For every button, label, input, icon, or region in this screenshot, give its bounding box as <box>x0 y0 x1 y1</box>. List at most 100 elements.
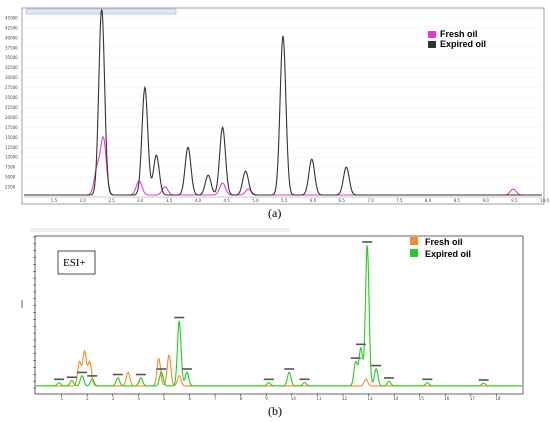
panel-a-grid <box>24 17 542 188</box>
panel-b-peak-label <box>263 378 274 381</box>
panel-a-legend-fresh-label: Fresh oil <box>440 29 478 39</box>
panel-a-y-tick-label: 17500 <box>5 125 18 130</box>
panel-b-x-tick-label: 2 <box>86 396 89 401</box>
panel-a-y-tick-label: 12500 <box>5 145 18 150</box>
panel-b-x-tick-label: 17 <box>470 396 476 401</box>
panel-b-legend: Fresh oil Expired oil <box>410 237 471 259</box>
panel-b-peak-label <box>383 377 394 379</box>
panel-a-x-tick-label: 3.5 <box>166 198 173 203</box>
panel-a-legend-expired-swatch <box>428 41 436 48</box>
panel-a-expired-oil-line <box>24 8 542 196</box>
panel-b-peak-label <box>284 368 295 370</box>
panel-b-peak-label <box>355 343 366 346</box>
panel-b-legend-expired-label: Expired oil <box>425 249 471 259</box>
panel-a-x-tick-label: 4.5 <box>223 198 230 203</box>
panel-a-plot-area <box>21 7 545 205</box>
panel-b-peak-label <box>422 378 433 381</box>
panel-a-x-tick-label: 7.5 <box>396 198 403 203</box>
panel-b-legend-fresh-label: Fresh oil <box>425 237 463 247</box>
panel-b-x-ticks: 1 2 3 4 5 6 7 8 9 10 11 12 13 14 15 16 17 18 <box>61 394 501 401</box>
panel-b-plot-area <box>34 235 524 395</box>
panel-b-peak-label <box>181 368 192 370</box>
panel-b-x-tick-label: 12 <box>342 396 348 401</box>
panel-b-x-tick-label: 13 <box>368 396 374 401</box>
panel-a-x-tick-label: 8.0 <box>425 198 432 203</box>
panel-b-peak-label <box>156 368 167 370</box>
panel-b-x-tick-label: 7 <box>214 396 217 401</box>
panel-b-x-tick-label: 18 <box>495 396 501 401</box>
panel-a-y-tick-label: 42500 <box>5 25 18 30</box>
panel-b-peak-label <box>350 357 361 359</box>
panel-a-y-tick-label: 32500 <box>5 65 18 70</box>
panel-b-x-tick-label: 6 <box>188 396 191 401</box>
panel-b-peak-label <box>54 378 65 381</box>
panel-a-y-tick-label: 20000 <box>5 115 18 120</box>
panel-b-peak-label <box>362 241 373 243</box>
panel-a-x-tick-label: 8.5 <box>454 198 461 203</box>
panel-a-y-tick-label: 35000 <box>5 55 18 60</box>
panel-b-x-tick-label: 16 <box>444 396 450 401</box>
panel-b-x-tick-label: 14 <box>393 396 399 401</box>
panel-a-y-tick-label: 40000 <box>5 35 18 40</box>
panel-a-x-tick-label: 2.5 <box>108 198 115 203</box>
panel-b-header-strip <box>30 228 290 232</box>
panel-b-x-tick-label: 3 <box>112 396 115 401</box>
panel-b-peak-label <box>66 376 77 379</box>
panel-b-caption: (b) <box>268 404 282 418</box>
panel-a-y-tick-label: 25000 <box>5 95 18 100</box>
panel-b-x-tick-label: 4 <box>137 396 140 401</box>
panel-a-y-tick-label: 37500 <box>5 45 18 50</box>
esi-badge-box <box>57 250 96 275</box>
panel-a-x-tick-label: 5.0 <box>252 198 259 203</box>
panel-b-peak-label <box>135 373 146 376</box>
panel-b-x-tick-label: 15 <box>419 396 425 401</box>
panel-a-y-ticks: 2500 5000 7500 10000 12500 15000 17500 20000 225… <box>5 15 18 189</box>
panel-b-legend-expired-swatch <box>410 249 418 257</box>
panel-a-legend-fresh-swatch <box>428 31 436 38</box>
panel-a-x-ticks: 1.5 2.0 2.5 3.0 3.5 4.0 4.5 5.0 5.5 6.0 6.5 7.0 7.5 8… <box>24 196 549 203</box>
panel-a-x-tick-label: 7.0 <box>367 198 374 203</box>
panel-b-x-tick-label: 1 <box>61 396 64 401</box>
panel-a-x-tick-label: 9.5 <box>511 198 518 203</box>
panel-b-x-tick-label: 9 <box>265 396 268 401</box>
panel-b-esi-badge: ESI+ <box>57 250 96 275</box>
panel-a-y-tick-label: 10000 <box>5 155 18 160</box>
panel-b-expired-oil-line <box>36 244 522 387</box>
panel-a-x-tick-label: 6.0 <box>310 198 317 203</box>
panel-b-peak-label <box>174 316 185 319</box>
panel-b-y-ticks <box>33 236 36 389</box>
esi-badge-text: ESI+ <box>63 257 86 269</box>
panel-b-peak-label <box>478 379 489 381</box>
panel-b-legend-fresh-swatch <box>410 237 418 245</box>
panel-b-x-tick-label: 10 <box>291 396 297 401</box>
panel-a-legend: Fresh oil Expired oil <box>428 29 486 49</box>
panel-b-peak-label <box>299 378 310 381</box>
panel-a-y-tick-label: 27500 <box>5 85 18 90</box>
panel-a-caption: (a) <box>268 206 282 220</box>
panel-a-y-tick-label: 45000 <box>5 15 18 20</box>
panel-a-x-tick-label: 4.0 <box>195 198 202 203</box>
panel-b-x-tick-label: 8 <box>240 396 243 401</box>
panel-a-x-tick-label: 9.0 <box>482 198 489 203</box>
panel-a-x-tick-label: 10.0 <box>540 198 549 203</box>
panel-b-peak-labels <box>54 241 489 381</box>
panel-a-x-tick-label: 3.0 <box>137 198 144 203</box>
panel-b-peak-label <box>77 371 88 374</box>
panel-a-x-tick-label: 5.5 <box>281 198 288 203</box>
panel-a-x-tick-label: 2.0 <box>80 198 87 203</box>
panel-a-y-tick-label: 2500 <box>5 185 16 190</box>
panel-a-legend-expired-label: Expired oil <box>440 39 486 49</box>
panel-b-x-tick-label: 5 <box>163 396 166 401</box>
panel-b-peak-label <box>112 373 123 376</box>
panel-b-x-tick-label: 11 <box>316 396 322 401</box>
panel-a-y-tick-label: 7500 <box>5 165 16 170</box>
panel-a-y-tick-label: 22500 <box>5 105 18 110</box>
panel-a-y-tick-label: 30000 <box>5 75 18 80</box>
panel-a-x-tick-label: 1.5 <box>51 198 58 203</box>
panel-a-y-tick-label: 5000 <box>5 175 16 180</box>
panel-a-x-tick-label: 6.5 <box>339 198 346 203</box>
panel-b-peak-label <box>371 364 382 367</box>
panel-a-y-tick-label: 15000 <box>5 135 18 140</box>
panel-b-peak-label <box>87 375 98 377</box>
